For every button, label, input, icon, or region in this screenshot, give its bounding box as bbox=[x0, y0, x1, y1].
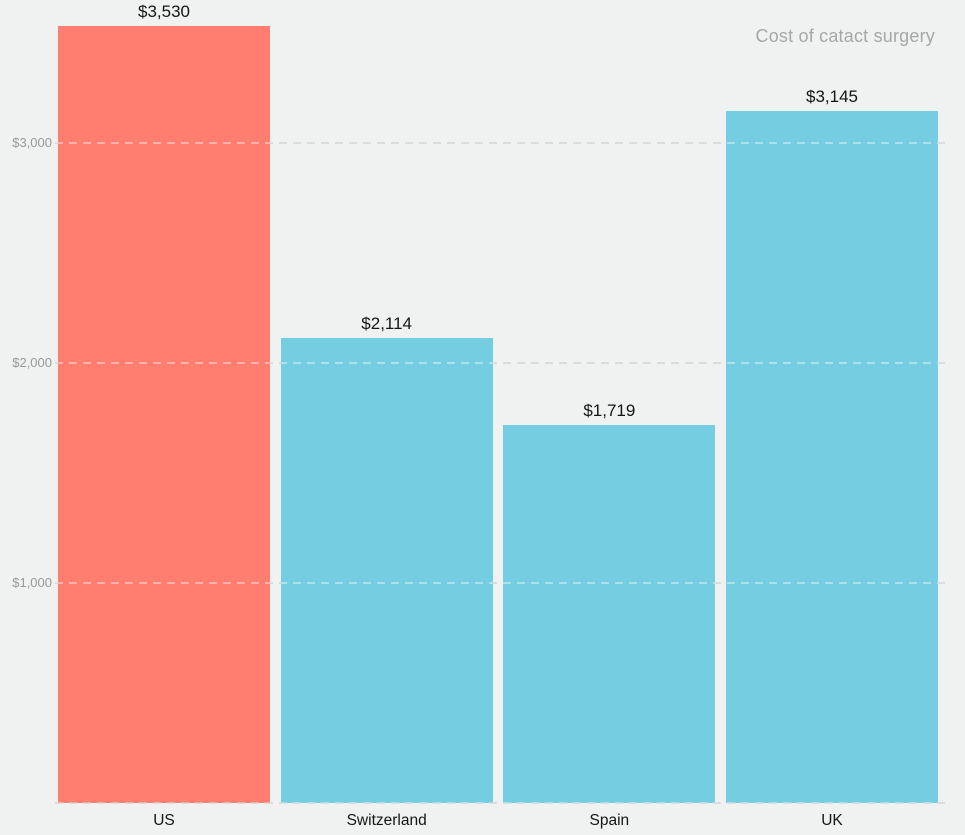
bar-value-label-us: $3,530 bbox=[138, 2, 190, 22]
gridline-1000 bbox=[55, 582, 947, 584]
bar-value-label-switzerland: $2,114 bbox=[361, 313, 413, 333]
x-axis-label-switzerland: Switzerland bbox=[346, 812, 427, 829]
chart-title: Cost of catact surgery bbox=[755, 26, 935, 46]
gridline-0 bbox=[55, 802, 947, 804]
gridline-2000 bbox=[55, 362, 947, 364]
x-axis-label-us: US bbox=[153, 812, 175, 829]
gridline-1000 bbox=[55, 582, 947, 584]
x-axis-label-uk: UK bbox=[821, 812, 843, 829]
y-axis-tick-label: $1,000 bbox=[12, 575, 52, 590]
gridline-3000 bbox=[55, 142, 947, 144]
x-axis-label-spain: Spain bbox=[589, 812, 630, 829]
gridline-3000 bbox=[55, 142, 947, 144]
y-axis-tick-label: $2,000 bbox=[12, 355, 52, 370]
y-axis-tick-label: $3,000 bbox=[12, 135, 52, 150]
bar-uk bbox=[726, 111, 938, 803]
bar-switzerland bbox=[280, 337, 493, 803]
gridline-0 bbox=[55, 802, 947, 804]
gridline-2000 bbox=[55, 362, 947, 364]
bar-value-label-uk: $3,145 bbox=[806, 87, 858, 107]
bar-value-label-spain: $1,719 bbox=[583, 400, 636, 420]
bar-us bbox=[58, 26, 270, 803]
bar-spain bbox=[503, 424, 716, 803]
